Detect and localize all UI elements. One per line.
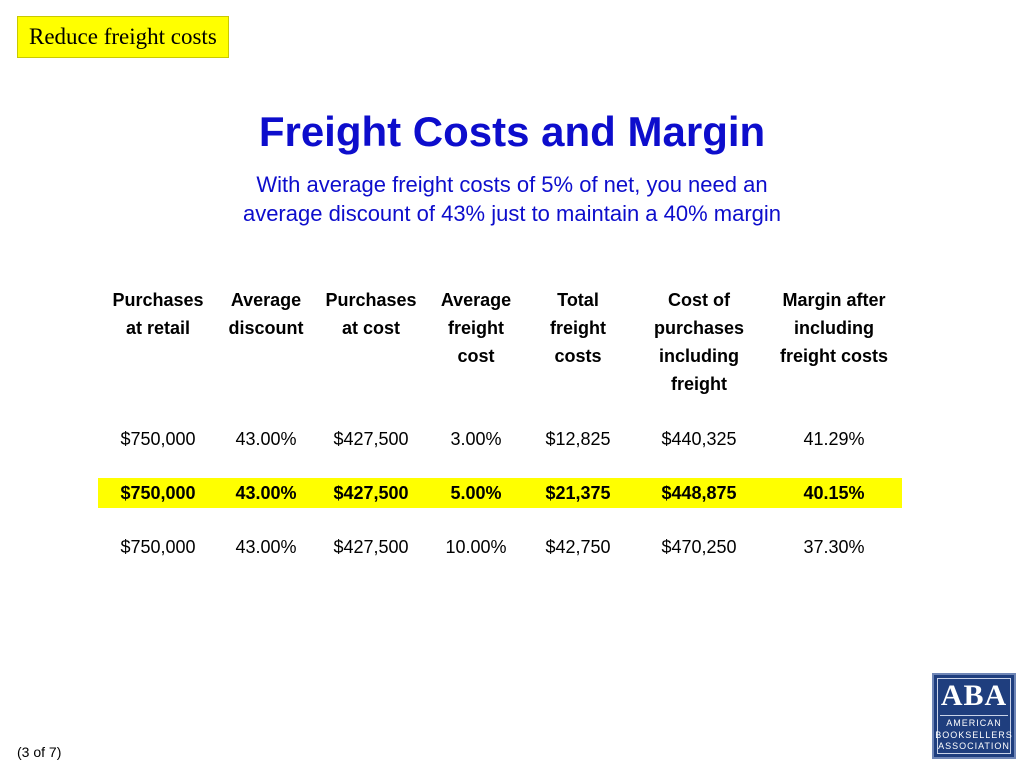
header-line: including [794,318,874,338]
header-line: including [659,346,739,366]
header-line: freight [671,374,727,394]
header-line: Average [440,290,512,310]
logo-line-booksellers: BOOKSELLERS [935,730,1013,740]
cell-purchases-at-cost: $427,500 [333,428,409,449]
cell-average-freight-cost: 3.00% [450,428,502,449]
header-average-freight-cost: Average freight cost [428,286,524,402]
header-purchases-at-retail: Purchases at retail [98,286,218,402]
cell-purchases-at-retail: $750,000 [120,536,196,557]
cell-cost-including-freight: $440,325 [661,428,737,449]
header-total-freight-costs: Total freight costs [524,286,632,402]
cell-average-freight-cost: 10.00% [445,536,507,557]
logo-divider [940,715,1008,716]
cell-total-freight-costs: $12,825 [545,428,611,449]
freight-margin-table: Purchases at retail Average discount Pur… [98,286,902,562]
cell-cost-including-freight: $470,250 [661,536,737,557]
header-line: freight [448,318,504,338]
cell-total-freight-costs: $42,750 [545,536,611,557]
cell-average-discount: 43.00% [235,482,297,503]
header-line: freight [550,318,606,338]
cell-purchases-at-retail: $750,000 [120,482,196,503]
table-header-row: Purchases at retail Average discount Pur… [98,286,902,402]
cell-average-discount: 43.00% [235,428,297,449]
logo-frame [937,678,1011,754]
header-line: freight costs [779,346,889,366]
page-indicator: (3 of 7) [17,744,62,760]
cell-average-discount: 43.00% [235,536,297,557]
cell-purchases-at-cost: $427,500 [333,482,409,503]
header-line: Purchases [112,290,204,310]
logo-line-association: ASSOCIATION [938,741,1010,751]
slide-title: Freight Costs and Margin [258,108,766,155]
table-row: $750,000 43.00% $427,500 3.00% $12,825 $… [98,424,902,454]
header-line: Total [557,290,599,310]
slide-subtitle: With average freight costs of 5% of net,… [0,170,1024,228]
header-line: costs [554,346,602,366]
logo-line-american: AMERICAN [946,718,1002,728]
header-line: Purchases [325,290,417,310]
subtitle-line-2: average discount of 43% just to maintain… [242,201,782,226]
cell-margin-after-freight: 41.29% [803,428,865,449]
header-line: discount [228,318,304,338]
cell-purchases-at-cost: $427,500 [333,536,409,557]
header-line: at retail [125,318,191,338]
header-line: Cost of [668,290,730,310]
aba-logo: ABA AMERICAN BOOKSELLERS ASSOCIATION [932,673,1016,759]
cell-margin-after-freight: 40.15% [803,482,865,503]
table-row: $750,000 43.00% $427,500 10.00% $42,750 … [98,532,902,562]
cell-total-freight-costs: $21,375 [545,482,611,503]
logo-letters: ABA [940,679,1008,712]
header-cost-of-purchases-including-freight: Cost of purchases including freight [632,286,766,402]
header-margin-after-including-freight: Margin after including freight costs [766,286,902,402]
header-line: Average [230,290,302,310]
section-tag: Reduce freight costs [17,16,229,58]
cell-average-freight-cost: 5.00% [450,482,502,503]
header-average-discount: Average discount [218,286,314,402]
cell-margin-after-freight: 37.30% [803,536,865,557]
header-line: Margin after [782,290,886,310]
cell-cost-including-freight: $448,875 [661,482,737,503]
header-line: purchases [653,318,745,338]
cell-purchases-at-retail: $750,000 [120,428,196,449]
header-purchases-at-cost: Purchases at cost [314,286,428,402]
table-row-highlighted: $750,000 43.00% $427,500 5.00% $21,375 $… [98,478,902,508]
header-line: cost [457,346,495,366]
header-line: at cost [341,318,401,338]
subtitle-line-1: With average freight costs of 5% of net,… [256,172,768,197]
